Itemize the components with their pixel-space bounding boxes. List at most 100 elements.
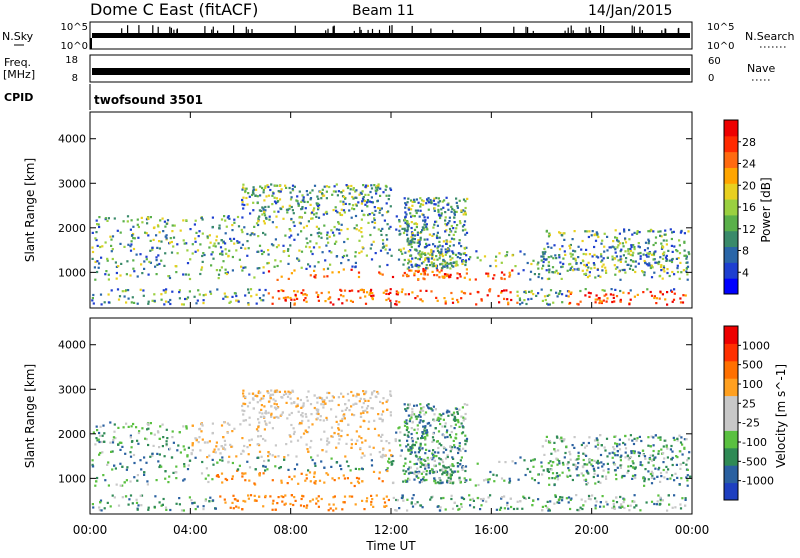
echo-cell xyxy=(588,295,591,298)
echo-cell xyxy=(450,494,453,497)
echo-cell xyxy=(98,509,101,512)
echo-cell xyxy=(151,299,154,302)
echo-cell xyxy=(424,465,427,468)
echo-cell xyxy=(188,496,191,499)
echo-cell xyxy=(554,495,557,498)
echo-cell xyxy=(630,244,633,247)
echo-cell xyxy=(456,272,459,275)
echo-cell xyxy=(476,256,479,259)
echo-cell xyxy=(367,193,370,196)
echo-cell xyxy=(308,471,312,474)
echo-cell xyxy=(385,440,388,443)
echo-cell xyxy=(564,253,567,256)
echo-cell xyxy=(186,249,189,252)
nsky-spike xyxy=(245,26,247,33)
echo-cell xyxy=(276,390,279,393)
echo-cell xyxy=(547,264,551,267)
echo-cell xyxy=(100,440,103,444)
echo-cell xyxy=(248,439,251,442)
echo-cell xyxy=(639,251,642,255)
echo-cell xyxy=(656,475,659,478)
echo-cell xyxy=(657,494,660,497)
echo-cell xyxy=(273,406,277,409)
echo-cell xyxy=(464,417,467,420)
nsky-spike xyxy=(353,30,355,33)
echo-cell xyxy=(368,445,371,448)
echo-cell xyxy=(342,295,345,298)
echo-cell xyxy=(569,453,572,456)
echo-cell xyxy=(612,296,615,299)
nsky-spike xyxy=(532,30,534,33)
echo-cell xyxy=(268,421,271,424)
echo-cell xyxy=(392,496,395,499)
echo-cell xyxy=(309,403,313,406)
echo-cell xyxy=(419,203,423,206)
echo-cell xyxy=(548,483,551,486)
echo-cell xyxy=(227,254,230,257)
echo-cell xyxy=(625,257,628,260)
echo-cell xyxy=(561,245,564,248)
echo-cell xyxy=(411,505,415,508)
echo-cell xyxy=(292,427,295,430)
echo-cell xyxy=(639,461,642,464)
echo-cell xyxy=(450,497,453,501)
echo-cell xyxy=(251,397,255,400)
echo-cell xyxy=(264,288,267,292)
echo-cell xyxy=(457,252,460,255)
echo-cell xyxy=(94,484,97,487)
echo-cell xyxy=(414,451,417,454)
echo-cell xyxy=(402,469,405,472)
echo-cell xyxy=(546,469,549,473)
echo-cell xyxy=(199,272,202,276)
echo-cell xyxy=(432,199,435,202)
echo-cell xyxy=(466,197,469,200)
echo-cell xyxy=(323,399,326,402)
echo-cell xyxy=(305,190,308,193)
echo-cell xyxy=(453,446,456,449)
echo-cell xyxy=(567,496,571,499)
echo-cell xyxy=(622,441,625,445)
echo-cell xyxy=(342,395,345,398)
echo-cell xyxy=(445,196,448,199)
echo-cell xyxy=(614,469,617,472)
echo-cell xyxy=(507,507,510,510)
echo-cell xyxy=(144,437,147,440)
echo-cell xyxy=(551,266,555,269)
echo-cell xyxy=(139,288,142,291)
echo-cell xyxy=(508,275,511,278)
echo-cell xyxy=(679,467,682,470)
echo-cell xyxy=(126,220,129,223)
echo-cell xyxy=(194,240,197,243)
echo-cell xyxy=(365,500,368,503)
echo-cell xyxy=(572,249,575,252)
echo-cell xyxy=(629,298,632,301)
echo-cell xyxy=(548,277,551,280)
echo-cell xyxy=(659,499,662,502)
echo-cell xyxy=(253,494,256,497)
echo-cell xyxy=(191,252,194,255)
echo-cell xyxy=(460,505,463,508)
echo-cell xyxy=(673,438,676,442)
echo-cell xyxy=(398,220,401,223)
echo-cell xyxy=(271,203,274,206)
echo-cell xyxy=(267,205,270,208)
echo-cell xyxy=(367,221,370,224)
echo-cell xyxy=(516,294,519,297)
echo-cell xyxy=(639,257,642,260)
echo-cell xyxy=(676,437,679,440)
freq-trace xyxy=(92,68,690,75)
echo-cell xyxy=(411,291,414,294)
echo-cell xyxy=(365,407,369,410)
echo-cell xyxy=(608,246,611,249)
echo-cell xyxy=(679,261,682,264)
echo-cell xyxy=(504,255,507,258)
nsky-spike xyxy=(170,27,172,33)
echo-cell xyxy=(294,293,297,296)
echo-cell xyxy=(252,186,255,189)
echo-cell xyxy=(100,256,103,259)
echo-cell xyxy=(585,248,588,251)
echo-cell xyxy=(418,215,421,218)
echo-cell xyxy=(325,212,329,215)
echo-cell xyxy=(231,461,234,465)
echo-cell xyxy=(204,499,207,502)
